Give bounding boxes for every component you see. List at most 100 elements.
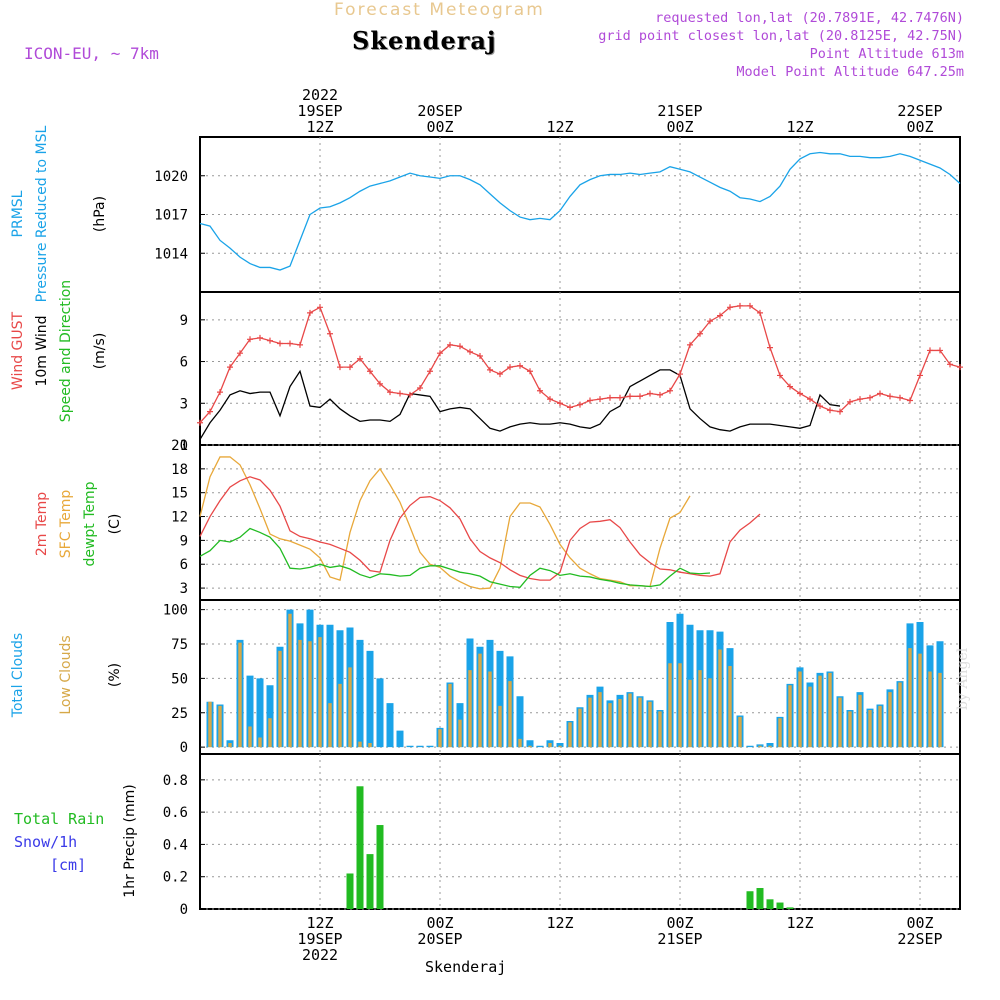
wind-speed-line <box>199 369 841 440</box>
chart-subtitle: Forecast Meteogram <box>334 0 545 20</box>
low-cloud-bar <box>578 708 582 748</box>
wind-gust-marker <box>867 394 873 401</box>
low-cloud-bar <box>258 737 262 748</box>
ytick-cloud: 0 <box>180 740 188 756</box>
wind-gust-marker <box>507 364 513 371</box>
panel-label-2-2: dewpt Temp <box>82 481 98 567</box>
low-cloud-bar <box>508 681 512 748</box>
low-cloud-bar <box>328 703 332 748</box>
wind-gust-marker <box>657 391 663 398</box>
precip-bar <box>776 902 784 909</box>
time-label-top: 12Z <box>786 118 813 136</box>
ytick-wind: 9 <box>180 313 188 329</box>
wind-gust-marker <box>807 396 813 403</box>
wind-gust-marker <box>927 347 933 354</box>
precip-bar <box>346 873 354 909</box>
wind-gust-marker <box>397 390 403 397</box>
low-cloud-bar <box>678 663 682 748</box>
location-title: Skenderaj <box>352 26 497 55</box>
low-cloud-bar <box>648 701 652 748</box>
ytick-precip: 0.2 <box>163 870 188 886</box>
total-cloud-bar <box>376 678 384 748</box>
ytick-pressure: 1020 <box>154 169 188 185</box>
low-cloud-bar <box>798 671 802 748</box>
wind-gust-marker <box>907 397 913 404</box>
wind-gust-marker <box>737 302 743 309</box>
time-label-top: 2022 <box>302 86 338 104</box>
t2m-line <box>199 476 761 581</box>
wind-gust-marker <box>857 396 863 403</box>
total-cloud-bar <box>536 745 544 748</box>
wind-gust-marker <box>707 318 713 325</box>
time-label-top: 00Z <box>906 118 933 136</box>
time-label-bottom: 12Z <box>786 914 813 932</box>
low-cloud-bar <box>878 705 882 748</box>
ytick-temp: 3 <box>180 581 188 597</box>
low-cloud-bar <box>478 653 482 748</box>
wind-gust-marker <box>937 347 943 354</box>
time-label-bottom: 12Z <box>306 914 333 932</box>
wind-gust-marker <box>697 330 703 337</box>
low-cloud-bar <box>318 637 322 748</box>
wind-gust-marker <box>757 309 763 316</box>
total-cloud-bar <box>406 745 414 748</box>
low-cloud-bar <box>448 683 452 748</box>
total-cloud-bar <box>426 745 434 748</box>
wind-gust-marker <box>337 364 343 371</box>
ytick-temp: 15 <box>171 486 188 502</box>
total-cloud-bar <box>416 745 424 748</box>
wind-gust-marker <box>377 380 383 387</box>
wind-gust-marker <box>227 364 233 371</box>
wind-gust-marker <box>877 390 883 397</box>
wind-gust-marker <box>627 393 633 400</box>
wind-gust-marker <box>557 400 563 407</box>
wind-gust-marker <box>847 398 853 405</box>
wind-gust-marker <box>727 304 733 311</box>
low-cloud-bar <box>348 667 352 748</box>
wind-gust-marker <box>917 372 923 379</box>
low-cloud-bar <box>828 672 832 748</box>
low-cloud-bar <box>308 641 312 748</box>
low-cloud-bar <box>528 745 532 748</box>
ytick-cloud: 100 <box>163 603 188 619</box>
wind-gust-marker <box>257 334 263 341</box>
ytick-temp: 21 <box>171 438 188 454</box>
ytick-precip: 0.4 <box>163 837 188 853</box>
total-cloud-bar <box>326 624 334 748</box>
wind-gust-marker <box>687 341 693 348</box>
wind-gust-marker <box>467 348 473 355</box>
time-label-bottom: 21SEP <box>657 930 702 948</box>
panel-frame-precip <box>199 753 961 910</box>
time-label-top: 22SEP <box>897 102 942 120</box>
wind-gust-marker <box>827 407 833 414</box>
low-cloud-bar <box>268 718 272 748</box>
total-cloud-bar <box>356 639 364 748</box>
total-cloud-bar <box>266 685 274 748</box>
low-cloud-bar <box>788 685 792 748</box>
total-cloud-bar <box>516 696 524 748</box>
wind-gust-marker <box>327 330 333 337</box>
low-cloud-bar <box>238 642 242 748</box>
wind-gust-marker <box>427 368 433 375</box>
low-cloud-bar <box>938 672 942 748</box>
low-cloud-bar <box>618 699 622 748</box>
low-cloud-bar <box>628 693 632 748</box>
ytick-wind: 0 <box>180 438 188 454</box>
wind-gust-marker <box>277 340 283 347</box>
ytick-wind: 3 <box>180 396 188 412</box>
low-cloud-bar <box>518 738 522 748</box>
low-cloud-bar <box>898 682 902 748</box>
low-cloud-bar <box>368 743 372 748</box>
ytick-temp: 18 <box>171 462 188 478</box>
wind-gust-marker <box>437 350 443 357</box>
time-label-bottom: 22SEP <box>897 930 942 948</box>
low-cloud-bar <box>218 705 222 748</box>
wind-gust-marker <box>717 312 723 319</box>
low-cloud-bar <box>638 697 642 748</box>
total-cloud-bar <box>746 745 754 748</box>
wind-gust-marker <box>597 396 603 403</box>
low-cloud-bar <box>298 639 302 748</box>
wind-gust-marker <box>407 391 413 398</box>
low-cloud-bar <box>208 701 212 748</box>
